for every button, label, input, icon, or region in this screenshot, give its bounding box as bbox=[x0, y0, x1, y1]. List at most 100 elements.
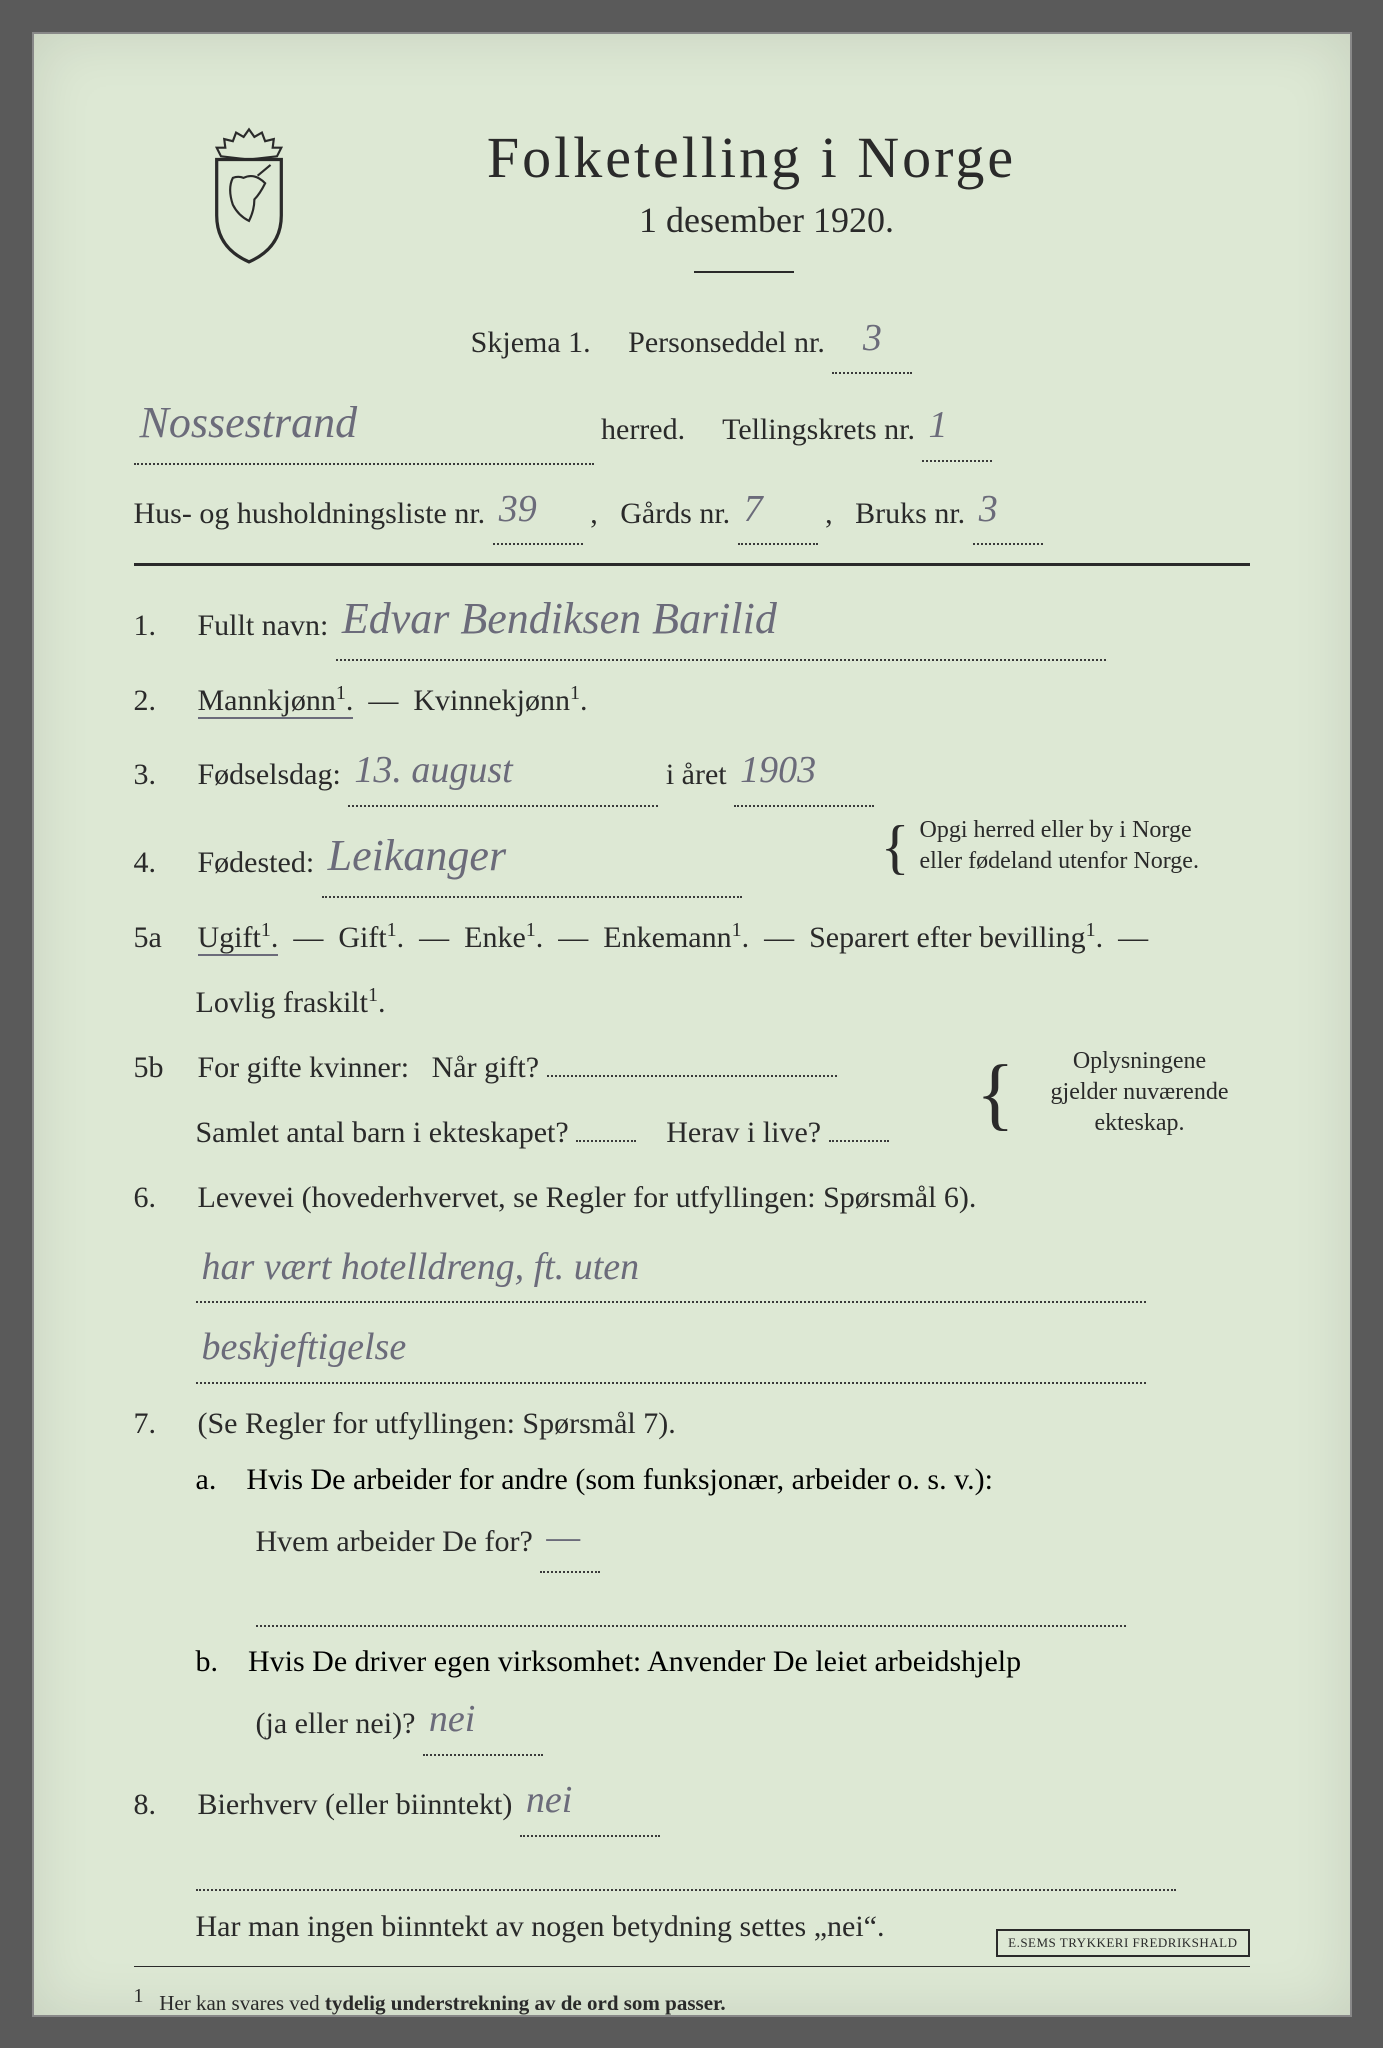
q5b-barn-field[interactable] bbox=[576, 1140, 636, 1142]
bruks-label: Bruks nr. bbox=[855, 497, 965, 530]
q5b-nargift-field[interactable] bbox=[547, 1075, 837, 1077]
q3-year-label: i året bbox=[666, 758, 727, 791]
skjema-label: Skjema 1. bbox=[471, 326, 591, 359]
q4-field[interactable]: Leikanger bbox=[322, 821, 742, 898]
tellingskrets-field[interactable]: 1 bbox=[922, 395, 992, 462]
q3-day-field[interactable]: 13. august bbox=[348, 740, 658, 807]
q3-year: 1903 bbox=[740, 749, 816, 791]
q6-field-1[interactable]: har vært hotelldreng, ft. uten bbox=[196, 1237, 1146, 1304]
q5b-line2: Samlet antal barn i ekteskapet? Herav i … bbox=[196, 1107, 1250, 1158]
q7a-text1: Hvis De arbeider for andre (som funksjon… bbox=[246, 1463, 993, 1496]
q2-male[interactable]: Mannkjønn1. bbox=[198, 684, 354, 719]
page-date: 1 desember 1920. bbox=[284, 199, 1250, 241]
q7a-letter: a. bbox=[196, 1463, 217, 1496]
hushold-field[interactable]: 39 bbox=[493, 479, 583, 546]
personseddel-nr: 3 bbox=[863, 317, 882, 359]
q7a-line1: a. Hvis De arbeider for andre (som funks… bbox=[196, 1463, 1250, 1497]
q7a-field[interactable]: — bbox=[540, 1507, 600, 1574]
q5b-herav-label: Herav i live? bbox=[666, 1116, 821, 1149]
printer-stamp: E.SEMS TRYKKERI FREDRIKSHALD bbox=[996, 1929, 1249, 1957]
q7b-field[interactable]: nei bbox=[423, 1689, 543, 1756]
q5b-label: For gifte kvinner: bbox=[198, 1051, 410, 1084]
q3-line: 3. Fødselsdag: 13. august i året 1903 bbox=[134, 740, 1250, 807]
tellingskrets-nr: 1 bbox=[928, 404, 947, 446]
q3-day: 13. august bbox=[354, 749, 512, 791]
q6-answer-2: beskjeftigelse bbox=[196, 1317, 1250, 1384]
q5b-num: 5b bbox=[134, 1042, 180, 1093]
q4-label: Fødested: bbox=[198, 846, 315, 879]
schema-line: Skjema 1. Personseddel nr. 3 bbox=[134, 308, 1250, 375]
q8-field[interactable]: nei bbox=[520, 1770, 660, 1837]
herred-value: Nossestrand bbox=[140, 398, 358, 447]
q6-label: Levevei (hovederhvervet, se Regler for u… bbox=[198, 1172, 1250, 1223]
q3-year-field[interactable]: 1903 bbox=[734, 740, 874, 807]
q8-num: 8. bbox=[134, 1779, 180, 1830]
q5a-num: 5a bbox=[134, 912, 180, 963]
q7a-blank-line[interactable] bbox=[256, 1587, 1126, 1627]
herred-line: Nossestrand herred. Tellingskrets nr. 1 bbox=[134, 388, 1250, 465]
q7b-line1: b. Hvis De driver egen virksomhet: Anven… bbox=[196, 1645, 1250, 1679]
footnote-num: 1 bbox=[134, 1985, 144, 2007]
hushold-label: Hus- og husholdningsliste nr. bbox=[134, 497, 486, 530]
q4-note: Opgi herred eller by i Norge eller fødel… bbox=[920, 815, 1250, 877]
herred-field[interactable]: Nossestrand bbox=[134, 388, 594, 465]
q5a-ugift[interactable]: Ugift1. bbox=[198, 921, 279, 956]
q7b-letter: b. bbox=[196, 1645, 219, 1678]
q7b-text1: Hvis De driver egen virksomhet: Anvender… bbox=[248, 1645, 1021, 1678]
q7a-line2: Hvem arbeider De for? — bbox=[256, 1507, 1250, 1574]
footnote-bold: tydelig understrekning av de ord som pas… bbox=[325, 1991, 726, 2015]
q5b-herav-field[interactable] bbox=[829, 1140, 889, 1142]
q5a-enke[interactable]: Enke1. bbox=[464, 921, 543, 954]
q8-line: 8. Bierhverv (eller biinntekt) nei bbox=[134, 1770, 1250, 1837]
q4-line: 4. Fødested: Leikanger { Opgi herred ell… bbox=[134, 821, 1250, 898]
gards-nr: 7 bbox=[744, 488, 763, 530]
q5a-line: 5a Ugift1. — Gift1. — Enke1. — Enkemann1… bbox=[134, 912, 1250, 963]
bruks-nr: 3 bbox=[979, 488, 998, 530]
q1-value: Edvar Bendiksen Barilid bbox=[342, 594, 777, 643]
coat-of-arms-icon bbox=[194, 124, 304, 264]
q4-num: 4. bbox=[134, 837, 180, 888]
q8-label: Bierhverv (eller biinntekt) bbox=[198, 1788, 513, 1821]
q5a-gift[interactable]: Gift1. bbox=[338, 921, 404, 954]
herred-label: herred. bbox=[601, 413, 685, 446]
bruks-field[interactable]: 3 bbox=[973, 479, 1043, 546]
q6-answer-1: har vært hotelldreng, ft. uten bbox=[196, 1237, 1250, 1304]
q2-num: 2. bbox=[134, 675, 180, 726]
q7-label: (Se Regler for utfyllingen: Spørsmål 7). bbox=[198, 1398, 1250, 1449]
q5a-enkemann[interactable]: Enkemann1. bbox=[603, 921, 749, 954]
q5b-line: 5b For gifte kvinner: Når gift? { Oplysn… bbox=[134, 1042, 1250, 1093]
q5a-line2: Lovlig fraskilt1. bbox=[196, 977, 1250, 1028]
personseddel-nr-field[interactable]: 3 bbox=[832, 308, 912, 375]
q8-blank-line[interactable] bbox=[196, 1851, 1176, 1891]
q2-line: 2. Mannkjønn1. — Kvinnekjønn1. bbox=[134, 675, 1250, 726]
gards-field[interactable]: 7 bbox=[738, 479, 818, 546]
personseddel-label: Personseddel nr. bbox=[628, 326, 825, 359]
brace-icon: { bbox=[881, 817, 910, 877]
q1-line: 1. Fullt navn: Edvar Bendiksen Barilid bbox=[134, 584, 1250, 661]
q1-field[interactable]: Edvar Bendiksen Barilid bbox=[336, 584, 1106, 661]
q7-line: 7. (Se Regler for utfyllingen: Spørsmål … bbox=[134, 1398, 1250, 1449]
q5b-barn-label: Samlet antal barn i ekteskapet? bbox=[196, 1116, 569, 1149]
q6-field-2[interactable]: beskjeftigelse bbox=[196, 1317, 1146, 1384]
q6-value-2: beskjeftigelse bbox=[202, 1326, 407, 1368]
q4-value: Leikanger bbox=[328, 831, 506, 880]
footnote-divider bbox=[134, 1966, 1250, 1967]
q2-female[interactable]: Kvinnekjønn1. bbox=[413, 684, 587, 717]
q5b-nargift: Når gift? bbox=[432, 1051, 539, 1084]
hushold-nr: 39 bbox=[499, 488, 537, 530]
q6-line: 6. Levevei (hovederhvervet, se Regler fo… bbox=[134, 1172, 1250, 1223]
q1-label: Fullt navn: bbox=[198, 609, 329, 642]
q7a-text2: Hvem arbeider De for? bbox=[256, 1525, 533, 1558]
q1-num: 1. bbox=[134, 600, 180, 651]
footnote: 1 Her kan svares ved tydelig understrekn… bbox=[134, 1985, 1250, 2016]
q5a-separert[interactable]: Separert efter bevilling1. bbox=[809, 921, 1103, 954]
q7b-text2: (ja eller nei)? bbox=[256, 1707, 416, 1740]
q8-value: nei bbox=[526, 1779, 572, 1821]
q5a-fraskilt[interactable]: Lovlig fraskilt1. bbox=[196, 986, 386, 1019]
q6-value-1: har vært hotelldreng, ft. uten bbox=[202, 1246, 640, 1288]
q7a-value: — bbox=[546, 1516, 580, 1558]
gards-label: Gårds nr. bbox=[620, 497, 730, 530]
q6-num: 6. bbox=[134, 1172, 180, 1223]
q7b-line2: (ja eller nei)? nei bbox=[256, 1689, 1250, 1756]
q7-num: 7. bbox=[134, 1398, 180, 1449]
